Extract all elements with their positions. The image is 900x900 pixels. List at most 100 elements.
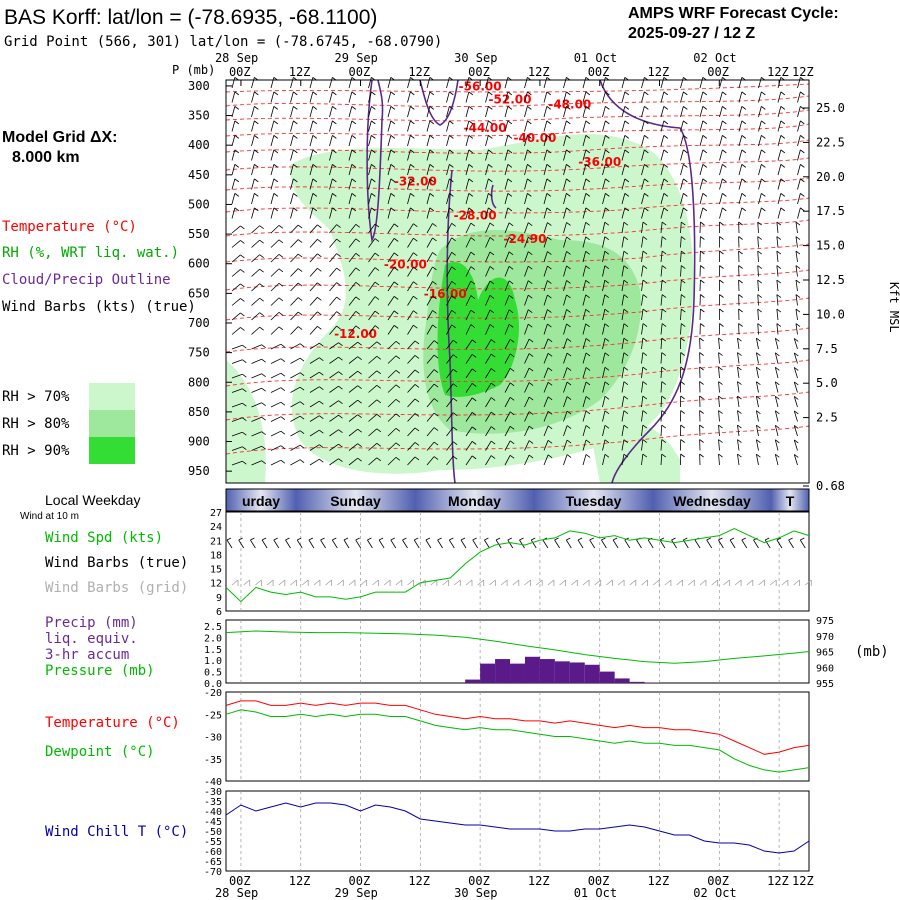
height-axis-title: Kft MSL: [887, 282, 900, 333]
isotherm-label: -28.00: [454, 208, 497, 222]
wind-barb: [795, 279, 801, 292]
wind-barb: [465, 106, 474, 118]
wind-barb: [524, 222, 533, 234]
wind-barb: [582, 236, 590, 248]
wind-barb: [407, 427, 420, 437]
precip-axis: 0.00.51.01.52.02.5: [204, 622, 222, 690]
wind-barb: [756, 381, 761, 393]
surface-wind-barb: [519, 537, 525, 549]
wind-barb: [680, 91, 688, 103]
wind-barb: [524, 323, 533, 335]
wind-barb: [504, 91, 513, 103]
height-tick-label: 22.5: [816, 135, 845, 149]
wind-barb: [621, 381, 629, 393]
wind-barb: [774, 381, 780, 393]
axis-tick-label: 21: [210, 536, 222, 547]
wind-barb: [309, 311, 322, 321]
wind-barb: [543, 178, 552, 190]
wind-barb: [641, 381, 648, 393]
wind-barb: [290, 343, 305, 350]
legend-wind-chill: Wind Chill T (°C): [45, 824, 188, 840]
wind-barb: [426, 223, 437, 234]
wind-barb: [680, 308, 686, 321]
surface-wind-barb: [367, 537, 373, 549]
wind-barb: [776, 308, 782, 321]
pressure-tick-label: 750: [188, 346, 210, 360]
wind-barb: [485, 368, 496, 379]
weekday-bar: urday Sunday Monday Tuesday Wednesday T: [225, 488, 810, 512]
wind-barb: [504, 309, 514, 321]
wind-barb: [797, 91, 805, 103]
surface-wind-barb: [437, 537, 443, 549]
wind-barb: [348, 120, 357, 132]
wind-barb: [309, 224, 322, 234]
wind-barb: [756, 337, 761, 350]
wind-barb: [270, 283, 284, 292]
pressure-tick-label: 500: [188, 197, 210, 211]
surface-wind-barb-grid: [547, 579, 555, 586]
wind-barb: [524, 207, 532, 219]
wind-barb: [795, 308, 801, 321]
wind-panel: 6 9 12 15 18 21 24 27: [210, 508, 812, 618]
surface-wind-barb-grid: [360, 579, 368, 586]
wind-barb: [407, 252, 418, 263]
wind-barb: [387, 281, 399, 292]
wind-barb: [602, 91, 610, 103]
axis-tick-label: 12: [210, 579, 222, 590]
wind-barb: [641, 352, 648, 364]
wind-barb: [543, 352, 553, 364]
wind-barb: [348, 238, 361, 248]
legend-wind-barbs-grid: Wind Barbs (grid): [45, 580, 188, 596]
wind-barb: [309, 268, 322, 277]
axis-tick-label: 27: [210, 508, 222, 519]
wind-barb: [543, 309, 552, 321]
wind-barb: [446, 178, 454, 190]
wind-barb: [524, 149, 532, 161]
wind-barb: [309, 400, 324, 408]
wind-barb: [329, 342, 343, 350]
wind-barb: [699, 221, 705, 234]
wind-barb: [387, 135, 396, 147]
wind-barb: [602, 236, 610, 248]
wind-barb: [446, 354, 458, 364]
wind-barb: [582, 149, 591, 161]
wind-barb: [270, 149, 279, 161]
wind-barb: [387, 149, 396, 161]
wind-barb: [407, 207, 415, 219]
wind-barb: [641, 236, 648, 248]
wind-barb: [641, 323, 648, 335]
wind-barb: [446, 251, 456, 263]
precip-bar: [584, 664, 600, 683]
wind-barb: [797, 193, 805, 205]
wind-barb: [290, 193, 298, 205]
wind-barb: [309, 207, 318, 219]
wind-barb: [699, 91, 708, 103]
wind-barb: [660, 366, 667, 379]
wind-barb: [757, 221, 762, 234]
precip-bar: [539, 659, 555, 683]
wind-barb: [368, 120, 376, 132]
wind-barb: [348, 414, 362, 422]
isotherm-label: -44.00: [464, 121, 507, 135]
wind-barb: [426, 207, 435, 219]
wind-barb: [738, 135, 747, 147]
weekday-cell: [534, 489, 653, 511]
isotherm-label: -16.00: [424, 287, 467, 301]
wind-chill-axis: -30-35-40-45-50-55-60-65-70: [204, 787, 222, 878]
wind-barb: [524, 425, 534, 437]
wind-barb: [329, 253, 341, 263]
wind-barb: [718, 395, 723, 408]
wind-barb: [660, 453, 667, 466]
wind-barb: [407, 310, 418, 321]
wind-barb: [309, 120, 318, 132]
wind-barb: [465, 135, 474, 147]
wind-barb: [680, 395, 685, 408]
wind-barb: [465, 412, 477, 422]
wind-barb: [270, 430, 286, 437]
wind-barb: [485, 397, 496, 408]
bottom-tick-label: 12Z: [408, 874, 430, 888]
wind-barb: [465, 222, 476, 234]
wind-barb: [446, 149, 454, 161]
wind-barb: [368, 355, 382, 364]
